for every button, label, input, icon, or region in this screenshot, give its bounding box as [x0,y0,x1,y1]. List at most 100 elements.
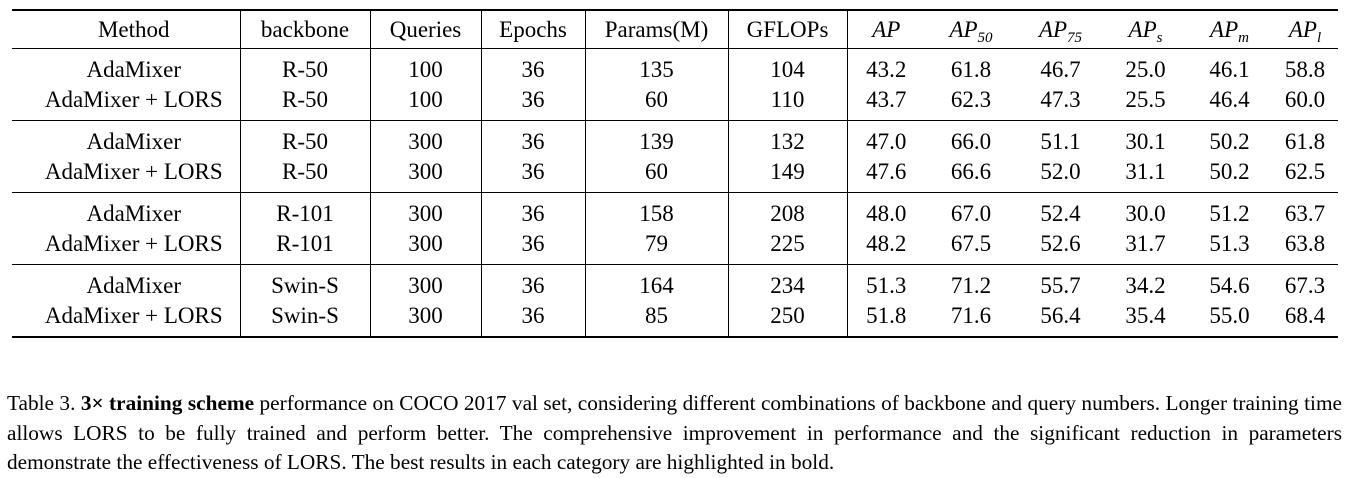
header-ap50: AP50 [949,17,993,46]
cell-params: 139 [585,120,729,157]
cell-queries: 100 [370,48,482,85]
cell-ap75: 55.7 [1040,273,1081,298]
table-row: AdaMixer R-101 300 36 158 208 48.0 67.0 … [12,192,1338,229]
cell-gflops: 225 [728,229,848,265]
cell-epochs: 36 [481,48,586,85]
cell-params: 158 [585,192,729,229]
cell-queries: 300 [370,157,482,193]
cell-ap: 51.8 [866,303,907,328]
cell-apm: 50.2 [1209,129,1250,154]
paper-figure: Method backbone Queries Epochs Params(M)… [7,9,1342,474]
cell-gflops: 110 [728,85,848,121]
caption-emphasis: 3× training scheme [80,391,255,416]
cell-apl: 61.8 [1284,129,1326,154]
cell-method: AdaMixer [12,264,241,301]
header-apm: APm [1210,17,1249,46]
cell-apm: 55.0 [1209,303,1250,328]
cell-ap: 43.2 [866,57,907,82]
cell-epochs: 36 [481,85,586,121]
table-group: AdaMixer R-101 300 36 158 208 48.0 67.0 … [12,192,1338,265]
cell-ap75: 51.1 [1040,129,1081,154]
cell-ap75: 52.6 [1040,231,1081,256]
cell-aps: 35.4 [1125,303,1166,328]
cell-params: 135 [585,48,729,85]
header-backbone: backbone [240,10,371,49]
cell-apl: 63.7 [1284,201,1326,226]
cell-gflops: 132 [728,120,848,157]
header-gflops: GFLOPs [728,10,848,49]
cell-apl: 58.8 [1284,57,1326,82]
table-group: AdaMixer R-50 300 36 139 132 47.0 66.0 5… [12,120,1338,193]
table-row: AdaMixer + LORS R-101 300 36 79 225 48.2… [12,229,1338,265]
cell-queries: 100 [370,85,482,121]
cell-ap75: 56.4 [1040,303,1081,328]
cell-epochs: 36 [481,301,586,337]
cell-gflops: 104 [728,48,848,85]
cell-backbone: R-101 [240,192,371,229]
cell-ap75: 46.7 [1040,57,1081,82]
cell-apm: 50.2 [1209,159,1250,184]
cell-method: AdaMixer [12,120,241,157]
cell-ap50: 71.6 [950,303,992,328]
cell-apl: 63.8 [1284,231,1326,256]
caption-label: Table 3. [7,391,76,416]
cell-queries: 300 [370,120,482,157]
cell-ap: 48.2 [866,231,907,256]
cell-ap75: 52.0 [1040,159,1081,184]
cell-aps: 31.1 [1125,159,1166,184]
table-group: AdaMixer Swin-S 300 36 164 234 51.3 71.2… [12,264,1338,337]
cell-method: AdaMixer + LORS [12,301,241,337]
cell-apm: 46.1 [1209,57,1250,82]
cell-gflops: 208 [728,192,848,229]
cell-epochs: 36 [481,192,586,229]
cell-backbone: R-50 [240,85,371,121]
table-row: AdaMixer + LORS R-50 100 36 60 110 43.7 … [12,85,1338,121]
cell-params: 164 [585,264,729,301]
table-header: Method backbone Queries Epochs Params(M)… [12,10,1338,49]
cell-queries: 300 [370,229,482,265]
cell-apl: 60.0 [1284,87,1326,112]
cell-apm: 54.6 [1209,273,1250,298]
cell-ap: 48.0 [866,201,907,226]
cell-gflops: 250 [728,301,848,337]
cell-epochs: 36 [481,264,586,301]
cell-epochs: 36 [481,120,586,157]
cell-apl: 68.4 [1284,303,1326,328]
cell-ap50: 66.0 [950,129,992,154]
cell-ap: 47.6 [866,159,907,184]
cell-aps: 34.2 [1125,273,1166,298]
cell-backbone: R-101 [240,229,371,265]
cell-apm: 51.2 [1209,201,1250,226]
cell-aps: 30.0 [1125,201,1166,226]
cell-ap75: 47.3 [1040,87,1081,112]
header-method: Method [12,10,241,49]
cell-ap50: 71.2 [950,273,992,298]
cell-aps: 30.1 [1125,129,1166,154]
cell-queries: 300 [370,264,482,301]
header-epochs: Epochs [481,10,586,49]
table-row: AdaMixer + LORS R-50 300 36 60 149 47.6 … [12,157,1338,193]
cell-params: 85 [585,301,729,337]
cell-params: 60 [585,85,729,121]
cell-method: AdaMixer [12,192,241,229]
cell-queries: 300 [370,192,482,229]
results-table: Method backbone Queries Epochs Params(M)… [12,9,1338,338]
cell-apm: 51.3 [1209,231,1250,256]
header-row: Method backbone Queries Epochs Params(M)… [12,10,1338,49]
cell-backbone: R-50 [240,157,371,193]
table-row: AdaMixer Swin-S 300 36 164 234 51.3 71.2… [12,264,1338,301]
cell-backbone: R-50 [240,120,371,157]
cell-method: AdaMixer + LORS [12,85,241,121]
table-row: AdaMixer R-50 100 36 135 104 43.2 61.8 4… [12,48,1338,85]
caption-text: performance on COCO 2017 val set, consid… [7,391,1342,475]
cell-epochs: 36 [481,157,586,193]
cell-ap50: 61.8 [950,57,992,82]
header-aps: APs [1128,17,1163,46]
cell-apm: 46.4 [1209,87,1250,112]
cell-method: AdaMixer + LORS [12,157,241,193]
header-queries: Queries [370,10,482,49]
cell-ap: 43.7 [866,87,907,112]
cell-ap50: 66.6 [950,159,992,184]
cell-ap: 51.3 [866,273,907,298]
cell-ap: 47.0 [866,129,907,154]
